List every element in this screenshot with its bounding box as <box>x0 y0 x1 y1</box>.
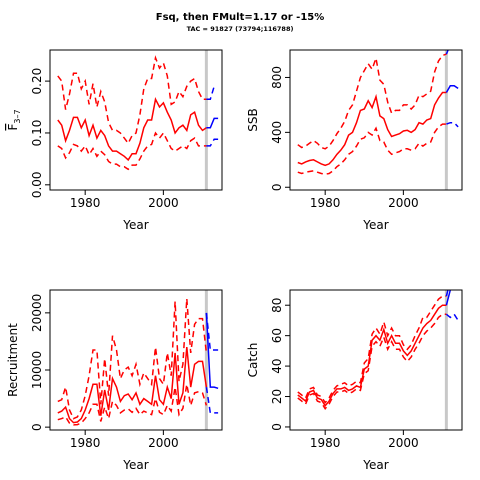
series-upper <box>297 53 447 150</box>
plot-frame <box>289 49 463 191</box>
series-estimate <box>297 304 447 407</box>
y-tick-label: 80 <box>270 298 284 313</box>
figure-subtitle: TAC = 91827 (73794;116788) <box>187 25 294 33</box>
x-tick-label: 2000 <box>148 196 179 210</box>
series-upper <box>57 298 208 420</box>
panel-f-3-7: 1980 2000 0.00 0.10 0.20 Year F3–7 <box>6 49 223 232</box>
series-upper <box>57 55 207 145</box>
y-tick-label: 10000 <box>30 351 44 389</box>
series-estimate <box>57 97 207 162</box>
x-tick-label: 2000 <box>148 436 179 450</box>
y-tick-label: 400 <box>270 121 284 144</box>
y-tick-label: 0 <box>30 423 44 431</box>
series-forecast-lower <box>446 121 459 128</box>
series-forecast-upper <box>445 50 449 55</box>
y-tick-label: 800 <box>270 66 284 89</box>
y-tick-label: 20000 <box>30 294 44 332</box>
series-forecast-upper <box>205 312 219 351</box>
plot-frame <box>289 289 463 431</box>
panel-catch: 1980 2000 0 20 40 60 80 Year Catch <box>246 289 463 472</box>
y-axis-label: Catch <box>246 343 260 378</box>
panel-ssb: 1980 2000 0 400 800 Year SSB <box>246 49 463 232</box>
series-lower <box>297 313 447 410</box>
series-forecast-lower <box>206 138 219 147</box>
x-tick-label: 1980 <box>310 196 341 210</box>
x-axis-label: Year <box>122 458 148 472</box>
x-tick-label: 1980 <box>310 436 341 450</box>
x-axis-label: Year <box>122 218 148 232</box>
x-tick-label: 1980 <box>70 436 101 450</box>
y-tick-label: 0.10 <box>30 120 44 147</box>
series-forecast-upper <box>206 86 215 101</box>
series-lower <box>297 123 447 175</box>
x-axis-label: Year <box>362 218 388 232</box>
series-forecast <box>205 312 219 390</box>
series-estimate <box>297 91 447 167</box>
x-tick-label: 2000 <box>388 436 419 450</box>
y-tick-label: 0 <box>270 183 284 191</box>
series-forecast-lower <box>445 313 459 321</box>
y-tick-label: 0.00 <box>30 171 44 198</box>
series-lower <box>57 131 207 171</box>
plot-frame <box>49 49 223 191</box>
x-tick-label: 2000 <box>388 196 419 210</box>
series-estimate <box>57 347 208 424</box>
x-axis-label: Year <box>362 458 388 472</box>
series-upper <box>297 295 447 404</box>
y-tick-label: 0 <box>270 423 284 431</box>
y-axis-label: F3–7 <box>6 109 22 130</box>
series-forecast <box>445 290 452 306</box>
y-tick-label: 0.20 <box>30 68 44 95</box>
y-tick-label: 40 <box>270 358 284 373</box>
series-forecast <box>445 84 459 93</box>
x-tick-label: 1980 <box>70 196 101 210</box>
y-tick-label: 20 <box>270 389 284 404</box>
y-tick-label: 60 <box>270 328 284 343</box>
plot-frame <box>49 289 223 431</box>
series-forecast-upper <box>445 290 449 297</box>
series-forecast-lower <box>205 386 219 414</box>
y-axis-label: Recruitment <box>6 323 20 397</box>
series-forecast <box>206 117 219 129</box>
y-axis-label: SSB <box>246 108 260 131</box>
series-lower <box>57 384 208 426</box>
figure-title: Fsq, then FMult=1.17 or -15% <box>156 12 325 23</box>
